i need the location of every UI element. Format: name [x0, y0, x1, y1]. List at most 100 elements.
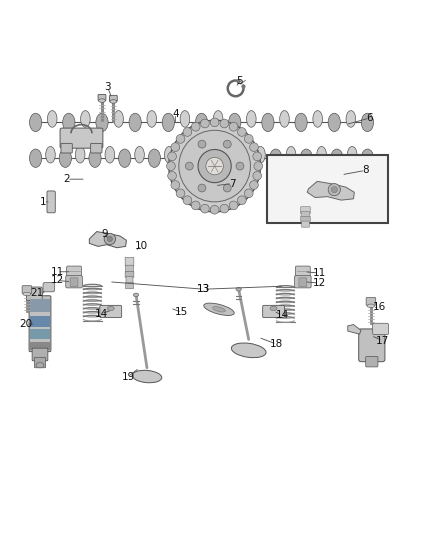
- FancyBboxPatch shape: [98, 94, 106, 101]
- Text: 19: 19: [122, 372, 135, 382]
- Circle shape: [104, 233, 116, 245]
- Circle shape: [244, 189, 253, 198]
- Bar: [267, 155, 389, 223]
- FancyBboxPatch shape: [125, 271, 134, 277]
- Text: 12: 12: [51, 276, 64, 286]
- Ellipse shape: [361, 113, 374, 132]
- Ellipse shape: [286, 147, 296, 163]
- Circle shape: [191, 201, 200, 210]
- Ellipse shape: [81, 111, 90, 127]
- Circle shape: [254, 161, 263, 171]
- Ellipse shape: [300, 149, 312, 167]
- Circle shape: [253, 152, 261, 161]
- Ellipse shape: [231, 343, 266, 358]
- Ellipse shape: [367, 304, 375, 308]
- Ellipse shape: [256, 147, 265, 163]
- Ellipse shape: [347, 147, 357, 163]
- FancyBboxPatch shape: [67, 266, 81, 277]
- Ellipse shape: [135, 147, 145, 163]
- Circle shape: [223, 140, 231, 148]
- Circle shape: [250, 143, 258, 151]
- Ellipse shape: [280, 111, 289, 127]
- Ellipse shape: [36, 362, 44, 368]
- Polygon shape: [348, 325, 361, 334]
- Circle shape: [220, 204, 229, 213]
- Circle shape: [183, 196, 192, 205]
- FancyBboxPatch shape: [300, 207, 310, 214]
- Ellipse shape: [75, 147, 85, 163]
- Circle shape: [201, 204, 209, 213]
- Text: 4: 4: [172, 109, 179, 119]
- Text: 16: 16: [373, 302, 386, 312]
- Circle shape: [220, 119, 229, 128]
- Circle shape: [237, 127, 246, 136]
- FancyBboxPatch shape: [300, 216, 310, 222]
- FancyBboxPatch shape: [70, 278, 78, 287]
- Circle shape: [191, 123, 200, 131]
- FancyBboxPatch shape: [29, 296, 51, 352]
- Circle shape: [328, 183, 340, 196]
- FancyBboxPatch shape: [34, 357, 46, 368]
- Ellipse shape: [164, 147, 174, 163]
- Circle shape: [206, 157, 223, 175]
- Circle shape: [237, 196, 246, 205]
- Circle shape: [179, 130, 251, 202]
- Polygon shape: [307, 181, 354, 200]
- Text: 2: 2: [64, 174, 71, 184]
- Ellipse shape: [107, 306, 114, 311]
- FancyBboxPatch shape: [26, 287, 42, 301]
- FancyBboxPatch shape: [126, 265, 134, 272]
- Circle shape: [171, 143, 180, 151]
- Ellipse shape: [162, 113, 174, 132]
- Circle shape: [168, 172, 177, 180]
- Ellipse shape: [213, 111, 223, 127]
- Circle shape: [176, 189, 185, 198]
- Text: 14: 14: [95, 309, 108, 319]
- Ellipse shape: [331, 149, 343, 167]
- Ellipse shape: [247, 111, 256, 127]
- Text: 6: 6: [366, 113, 373, 123]
- Bar: [30, 342, 49, 350]
- Ellipse shape: [29, 149, 42, 167]
- Circle shape: [229, 123, 238, 131]
- Ellipse shape: [317, 147, 326, 163]
- Ellipse shape: [328, 113, 340, 132]
- FancyBboxPatch shape: [43, 282, 54, 292]
- FancyBboxPatch shape: [126, 277, 133, 284]
- FancyBboxPatch shape: [22, 286, 32, 294]
- Text: 17: 17: [376, 336, 389, 346]
- Circle shape: [168, 152, 177, 161]
- Ellipse shape: [361, 149, 374, 167]
- Text: 18: 18: [270, 339, 283, 349]
- FancyBboxPatch shape: [32, 348, 48, 361]
- Text: 11: 11: [51, 266, 64, 277]
- Bar: [30, 316, 49, 327]
- Text: 3: 3: [104, 83, 111, 93]
- Text: 14: 14: [276, 310, 289, 320]
- Ellipse shape: [262, 113, 274, 132]
- Text: 20: 20: [19, 319, 32, 329]
- FancyBboxPatch shape: [110, 95, 117, 101]
- Circle shape: [198, 184, 206, 192]
- Ellipse shape: [270, 149, 282, 167]
- Text: 7: 7: [229, 179, 235, 189]
- Circle shape: [201, 119, 209, 128]
- Bar: [30, 299, 49, 312]
- Ellipse shape: [114, 111, 124, 127]
- FancyBboxPatch shape: [126, 282, 134, 289]
- Text: 21: 21: [30, 288, 43, 298]
- FancyBboxPatch shape: [47, 191, 55, 213]
- Ellipse shape: [23, 292, 31, 296]
- Ellipse shape: [59, 149, 71, 167]
- Text: 5: 5: [237, 76, 243, 86]
- Ellipse shape: [134, 293, 139, 297]
- Ellipse shape: [236, 287, 241, 291]
- Circle shape: [331, 187, 337, 193]
- FancyBboxPatch shape: [366, 297, 376, 305]
- Circle shape: [183, 127, 192, 136]
- Ellipse shape: [204, 303, 234, 316]
- Circle shape: [176, 134, 185, 143]
- Ellipse shape: [99, 99, 106, 102]
- Circle shape: [198, 149, 231, 183]
- FancyBboxPatch shape: [295, 266, 310, 277]
